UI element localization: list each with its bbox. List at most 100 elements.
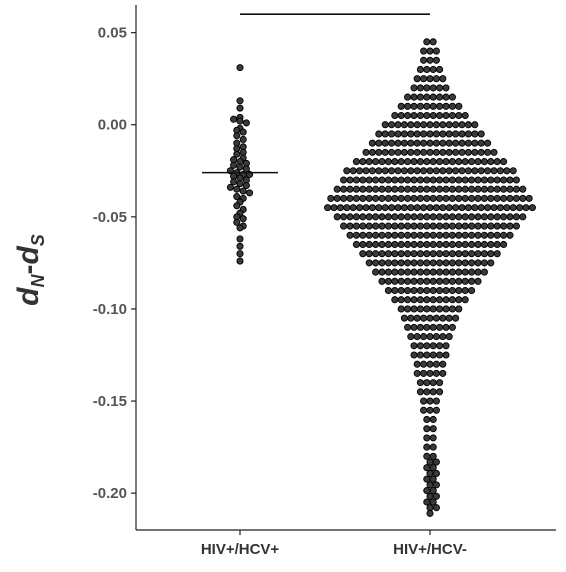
data-point [436,388,444,396]
data-point [423,259,431,267]
data-point [410,277,418,285]
data-point [397,259,405,267]
data-point [404,194,412,202]
data-point [359,250,367,258]
data-point [388,204,396,212]
data-point [352,222,360,230]
data-point [464,130,472,138]
data-point [336,204,344,212]
data-point [448,286,456,295]
data-point [461,277,469,285]
data-point [359,158,367,166]
data-point [442,185,450,193]
data-point [448,277,456,285]
data-point [506,231,514,239]
data-point [407,167,415,175]
y-tick-label: -0.20 [93,485,127,502]
data-point [346,194,354,202]
data-point [346,185,354,193]
data-point [391,277,399,285]
data-point [429,158,437,166]
data-point [404,185,412,193]
data-point [426,397,434,405]
data-point [404,213,412,221]
data-point [442,351,450,359]
data-point [404,102,412,110]
y-tick-label: 0.00 [98,117,127,134]
data-point [416,305,424,313]
data-point [375,130,383,138]
data-point [423,323,431,331]
data-point [436,158,444,166]
data-point [436,65,444,74]
data-point [455,102,463,110]
data-point [519,185,527,193]
data-point [423,213,431,221]
data-point [461,213,469,221]
data-point [365,222,373,230]
data-point [509,204,517,212]
data-point [432,139,440,147]
data-point [384,194,392,202]
data-point [420,139,428,147]
data-point [436,222,444,230]
data-point [452,167,460,175]
data-point [461,240,469,249]
data-point [372,185,380,193]
data-point [461,185,469,193]
data-point [246,189,254,197]
data-point [477,130,485,138]
data-point [378,259,386,267]
data-point [410,185,418,193]
data-point [330,204,338,212]
data-point [343,167,351,175]
data-point [416,379,424,387]
data-point [512,222,520,230]
data-point [365,213,373,221]
data-point [368,139,376,147]
data-point [423,415,431,424]
data-point [452,121,460,129]
data-point [442,250,450,258]
data-point [477,139,485,147]
annotations: * [202,0,430,174]
data-point [426,121,434,129]
data-point [340,222,348,230]
data-point [400,314,408,322]
data-point [429,93,437,101]
data-point [429,222,437,230]
data-point [420,56,428,64]
data-point [423,296,431,304]
data-point [503,167,511,175]
data-point [368,167,376,175]
data-point [487,176,495,184]
data-point [407,139,415,147]
data-point [368,204,376,212]
data-point [410,84,418,92]
data-point [365,259,373,267]
data-point [416,194,424,202]
data-point [340,185,348,193]
data-point [423,84,431,92]
data-point [391,296,399,304]
data-point [429,425,437,433]
data-point [384,277,392,285]
data-point [391,259,399,267]
data-point [487,222,495,230]
data-point [429,475,437,483]
data-point [436,351,444,359]
data-point [384,250,392,258]
data-point [233,218,241,226]
data-point [474,259,482,267]
data-point [445,148,453,156]
data-point [384,176,392,184]
data-point [442,93,450,101]
data-point [426,509,434,517]
data-point [512,185,520,193]
data-point [429,84,437,92]
data-point [432,204,440,212]
data-point [378,268,386,276]
data-point [455,296,463,304]
data-point [352,213,360,221]
